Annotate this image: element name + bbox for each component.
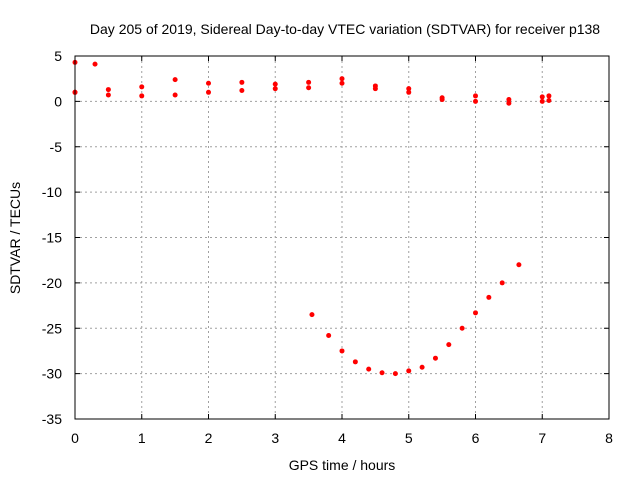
data-point <box>539 98 545 104</box>
data-point <box>309 312 315 318</box>
x-tick-label: 3 <box>271 430 279 446</box>
y-tick-label: -20 <box>42 275 62 291</box>
data-point <box>139 93 145 99</box>
data-point <box>473 310 478 316</box>
y-axis-label: SDTVAR / TECUs <box>7 182 23 294</box>
data-point <box>92 61 98 67</box>
data-point <box>206 89 211 95</box>
data-point <box>486 294 492 300</box>
y-tick-label: -25 <box>42 320 62 336</box>
y-tick-label: -30 <box>42 366 62 382</box>
data-point <box>339 76 345 82</box>
data-point <box>392 371 398 377</box>
chart-title: Day 205 of 2019, Sidereal Day-to-day VTE… <box>90 21 600 37</box>
y-tick-label: -5 <box>50 139 63 155</box>
data-point <box>406 89 412 95</box>
data-point <box>306 85 312 91</box>
data-point <box>432 355 438 361</box>
data-point <box>272 86 278 92</box>
x-axis-label: GPS time / hours <box>289 457 396 473</box>
x-tick-label: 2 <box>205 430 213 446</box>
data-point <box>506 100 512 106</box>
data-point <box>473 93 478 99</box>
x-tick-label: 8 <box>605 430 613 446</box>
data-point <box>372 86 378 92</box>
data-point <box>172 92 178 98</box>
y-tick-label: -35 <box>42 411 62 427</box>
data-point <box>539 94 545 100</box>
data-point <box>306 79 312 85</box>
data-point <box>406 368 412 374</box>
data-point <box>446 342 452 348</box>
data-point <box>506 97 512 103</box>
x-tick-label: 5 <box>405 430 413 446</box>
data-point <box>379 370 385 376</box>
data-point <box>419 364 425 370</box>
data-point <box>105 87 111 93</box>
data-point <box>499 280 505 286</box>
data-point <box>366 366 372 372</box>
y-tick-label: 0 <box>54 93 62 109</box>
grid-lines <box>75 56 609 419</box>
data-point <box>339 80 345 86</box>
data-point <box>516 262 522 268</box>
x-tick-labels: 0 1 2 3 4 5 6 7 8 <box>71 430 613 446</box>
data-point <box>272 81 278 87</box>
data-point <box>473 98 478 104</box>
data-point <box>326 333 332 339</box>
data-point <box>546 97 552 103</box>
series-1 <box>72 76 552 103</box>
data-point <box>459 325 465 331</box>
x-tick-label: 6 <box>472 430 480 446</box>
data-point <box>206 80 211 86</box>
y-tick-label: -10 <box>42 184 62 200</box>
x-tick-label: 1 <box>138 430 146 446</box>
data-point <box>239 79 245 85</box>
plot-points <box>72 59 552 377</box>
y-tick-label: 5 <box>54 48 62 64</box>
data-point <box>339 348 345 354</box>
axis-ticks <box>74 55 610 420</box>
data-point <box>239 87 245 93</box>
x-tick-label: 0 <box>71 430 79 446</box>
data-point <box>172 77 178 83</box>
data-point <box>439 97 445 103</box>
series-0 <box>72 59 98 67</box>
data-point <box>352 359 358 365</box>
y-tick-labels: 5 0 -5 -10 -15 -20 -25 -30 -35 <box>42 48 62 427</box>
series-2 <box>72 80 552 106</box>
data-point <box>546 93 552 99</box>
x-tick-label: 4 <box>338 430 346 446</box>
data-point <box>105 92 111 98</box>
data-point <box>139 84 145 90</box>
x-tick-label: 7 <box>538 430 546 446</box>
series-3 <box>309 262 522 377</box>
data-point <box>406 86 412 92</box>
y-tick-label: -15 <box>42 230 62 246</box>
